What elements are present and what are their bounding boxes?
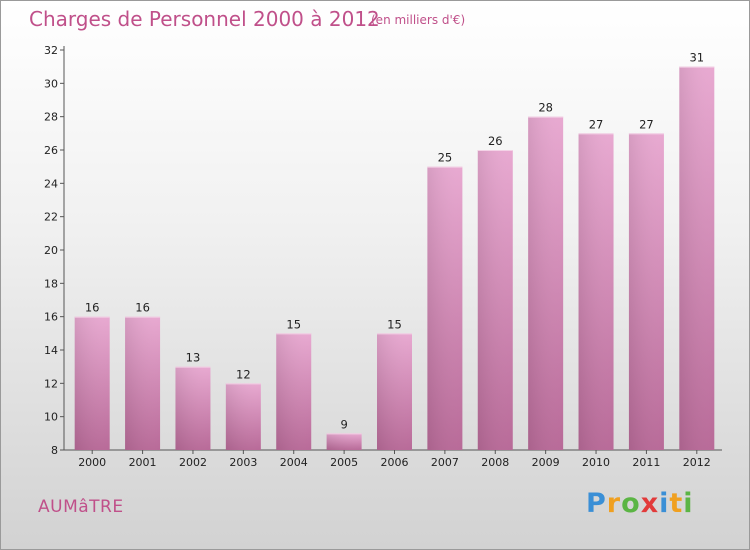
x-tick-label: 2002: [179, 456, 207, 469]
value-label: 9: [340, 417, 347, 431]
bar-shade: [377, 333, 412, 450]
bar-shade: [628, 133, 664, 451]
logo-letter: x: [640, 488, 660, 519]
bar-shade: [528, 116, 564, 451]
x-tick-label: 2009: [532, 456, 560, 469]
bar-shade: [276, 333, 312, 450]
y-tick-label: 32: [44, 44, 58, 57]
value-label: 16: [85, 301, 100, 315]
y-tick-label: 10: [44, 411, 58, 424]
value-label: 16: [135, 301, 150, 315]
y-tick-label: 22: [44, 211, 58, 224]
logo-letter: i: [683, 488, 694, 519]
value-label: 12: [236, 367, 251, 381]
y-tick-label: 28: [44, 111, 58, 124]
bar-shade: [125, 316, 161, 450]
x-tick-label: 2012: [683, 456, 711, 469]
bar-shade: [225, 383, 261, 450]
bar-shade: [679, 66, 715, 451]
x-tick-label: 2000: [78, 456, 106, 469]
y-tick-label: 20: [44, 244, 58, 257]
chart-title: Charges de Personnel 2000 à 2012: [29, 7, 380, 31]
value-label: 28: [538, 101, 553, 115]
y-tick-label: 30: [44, 77, 58, 90]
x-tick-label: 2005: [330, 456, 358, 469]
x-tick-label: 2001: [129, 456, 157, 469]
value-label: 27: [589, 117, 604, 131]
x-tick-label: 2003: [229, 456, 257, 469]
bar-shade: [427, 166, 463, 450]
x-tick-label: 2007: [431, 456, 459, 469]
logo-letter: r: [606, 488, 622, 519]
logo-letter: P: [586, 488, 607, 519]
x-tick-label: 2004: [280, 456, 308, 469]
x-tick-label: 2008: [481, 456, 509, 469]
value-label: 25: [438, 151, 453, 165]
y-tick-label: 26: [44, 144, 58, 157]
logo-letter: t: [669, 488, 684, 519]
town-name: AUMâTRE: [38, 497, 124, 517]
y-tick-label: 18: [44, 277, 58, 290]
logo-letter: i: [659, 488, 670, 519]
y-tick-label: 24: [44, 177, 58, 190]
x-tick-label: 2011: [632, 456, 660, 469]
value-label: 26: [488, 134, 503, 148]
x-tick-label: 2010: [582, 456, 610, 469]
value-label: 15: [286, 317, 301, 331]
chart-subtitle: (en milliers d'€): [371, 13, 466, 27]
y-tick-label: 14: [44, 344, 58, 357]
bar-shade: [175, 366, 211, 450]
y-tick-label: 8: [51, 444, 58, 457]
x-tick-label: 2006: [381, 456, 409, 469]
y-tick-label: 12: [44, 377, 58, 390]
bar-shade: [326, 433, 362, 450]
proxiti-logo: Proxiti: [586, 488, 694, 519]
bar-shade: [578, 133, 614, 451]
value-label: 31: [689, 51, 704, 65]
value-label: 27: [639, 117, 654, 131]
value-label: 15: [387, 317, 402, 331]
value-label: 13: [186, 351, 201, 365]
y-tick-label: 16: [44, 311, 58, 324]
bar-shade: [477, 150, 513, 450]
bar-shade: [74, 316, 110, 450]
logo-letter: o: [621, 488, 641, 519]
